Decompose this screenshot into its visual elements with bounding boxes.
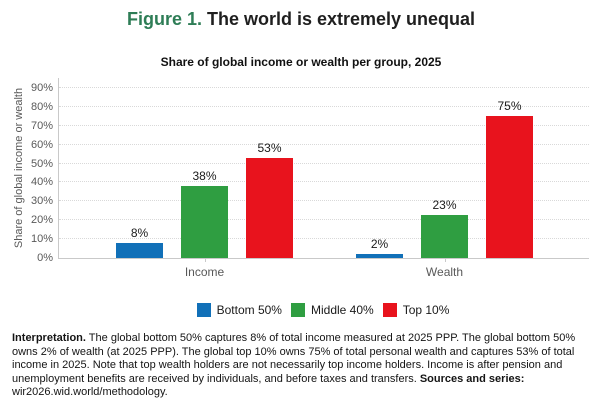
figure-title-text: The world is extremely unequal (201, 9, 476, 29)
plot-area: 0% 10% 20% 30% 40% 50% 60% 70% 80% 90% 8% 38% 53% Inc… (31, 78, 589, 279)
value-label-income-top-10: 53% (257, 140, 282, 155)
y-tick-label-90: 90% (30, 82, 53, 95)
value-label-wealth-bottom-50: 2% (370, 237, 389, 252)
legend-item-top-10: Top 10% (382, 303, 450, 317)
y-tick-label-80: 80% (30, 100, 53, 113)
legend-swatch-top-10 (382, 303, 397, 317)
legend-swatch-middle-40 (290, 303, 305, 317)
y-tick-label-50: 50% (30, 157, 53, 170)
legend-label-middle-40: Middle 40% (310, 303, 374, 317)
gridline-40 (59, 181, 589, 183)
figure-title: Figure 1. The world is extremely unequal (0, 9, 602, 30)
bar-wealth-top-10 (486, 116, 533, 258)
gridline-70 (59, 124, 589, 126)
value-label-wealth-top-10: 75% (497, 99, 522, 114)
gridline-30 (59, 200, 589, 202)
legend-item-bottom-50: Bottom 50% (196, 303, 282, 317)
footnote-segment-2: Sources and series: (419, 372, 525, 385)
gridline-80 (59, 105, 589, 107)
bar-income-middle-40 (181, 186, 228, 258)
gridline-90 (59, 87, 589, 89)
chart-subtitle: Share of global income or wealth per gro… (160, 55, 442, 69)
gridline-50 (59, 162, 589, 164)
y-tick-label-0: 0% (37, 252, 53, 264)
x-tick-wealth (444, 258, 446, 262)
y-tick-label-40: 40% (30, 176, 53, 189)
interpretation-note: Interpretation. The global bottom 50% ca… (12, 332, 590, 400)
x-tick-income (204, 258, 206, 262)
footnote-segment-3: wir2026.wid.world/methodology. (12, 386, 168, 398)
bar-income-bottom-50 (116, 242, 163, 258)
value-label-income-bottom-50: 8% (130, 225, 149, 240)
legend-swatch-bottom-50 (196, 303, 211, 317)
gridline-60 (59, 143, 589, 145)
gridline-20 (59, 219, 589, 221)
category-label-wealth: Wealth (425, 265, 464, 279)
category-label-income: Income (184, 265, 225, 279)
legend-item-middle-40: Middle 40% (290, 303, 374, 317)
bar-income-top-10 (246, 157, 293, 258)
legend: Bottom 50% Middle 40% Top 10% (58, 303, 588, 317)
legend-label-bottom-50: Bottom 50% (216, 303, 282, 317)
y-tick-label-20: 20% (30, 214, 53, 227)
y-tick-label-60: 60% (30, 138, 53, 151)
figure-number: Figure 1. (126, 9, 202, 29)
bar-wealth-middle-40 (421, 214, 468, 258)
footnote-segment-1: The global bottom 50% captures 8% of tot… (12, 332, 576, 385)
legend-label-top-10: Top 10% (402, 303, 450, 317)
gridline-10 (59, 238, 589, 240)
y-tick-label-30: 30% (30, 195, 53, 208)
value-label-wealth-middle-40: 23% (432, 197, 457, 212)
y-tick-label-10: 10% (30, 233, 53, 246)
value-label-income-middle-40: 38% (192, 169, 217, 184)
y-tick-label-70: 70% (30, 119, 53, 132)
bar-wealth-bottom-50 (356, 254, 403, 258)
footnote-segment-0: Interpretation. (12, 332, 86, 344)
